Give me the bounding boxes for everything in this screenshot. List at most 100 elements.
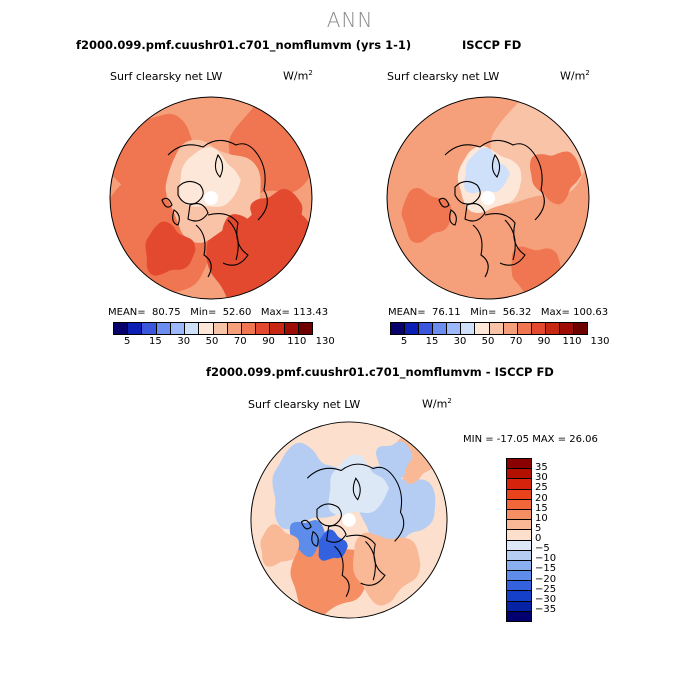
plot1-stats: MEAN= 80.75 Min= 52.60 Max= 113.43 — [108, 307, 328, 318]
coastline — [306, 463, 396, 479]
colorbar-tick-label: 90 — [537, 336, 551, 347]
colorbar-swatch — [475, 323, 490, 334]
colorbar-swatch — [199, 323, 214, 334]
map-border — [250, 421, 448, 619]
colorbar-swatch — [507, 459, 531, 470]
colorbar-tick-label: 25 — [535, 482, 548, 494]
coastline — [161, 197, 173, 208]
colorbar-swatch — [419, 323, 434, 334]
colorbar-swatch — [517, 323, 532, 334]
colorbar-tick-label: 70 — [509, 336, 523, 347]
colorbar-tick-label: 30 — [177, 336, 191, 347]
contour-region — [328, 454, 389, 516]
contour-region — [179, 147, 241, 207]
colorbar-swatch — [227, 323, 242, 334]
colorbar-tick-label: 30 — [453, 336, 467, 347]
plot2-variable: Surf clearsky net LW — [387, 70, 500, 83]
colorbar-swatch — [270, 323, 285, 334]
colorbar-swatch — [531, 323, 546, 334]
plot3-title: f2000.099.pmf.cuushr01.c701_nomflumvm - … — [206, 365, 554, 379]
map-field — [250, 421, 448, 619]
colorbar-swatch — [433, 323, 448, 334]
colorbar-swatch — [284, 323, 299, 334]
coastline — [311, 530, 319, 547]
colorbar-swatch — [507, 611, 531, 621]
coastline — [449, 209, 457, 226]
plot1-title: f2000.099.pmf.cuushr01.c701_nomflumvm (y… — [76, 38, 412, 52]
plot1-variable: Surf clearsky net LW — [110, 70, 223, 83]
map-field — [110, 97, 312, 299]
contour-region — [511, 246, 562, 299]
plot1-max-label: Max= — [260, 307, 290, 318]
plot2-polar-map — [386, 96, 590, 300]
colorbar-tick-label: 110 — [287, 336, 307, 347]
colorbar-tick-label: 15 — [149, 336, 162, 347]
colorbar-swatch — [507, 571, 531, 582]
colorbar-tick-label: 50 — [481, 336, 495, 347]
coastline — [438, 197, 450, 208]
contour-region — [145, 221, 196, 276]
plot3-colorbar-ticks: 35 30 25 20 15 10 5 0 −5 −10 −15 −20 −25 −30 −35 — [535, 458, 575, 620]
colorbar-tick-label: 130 — [590, 336, 610, 347]
colorbar-swatch — [185, 323, 200, 334]
colorbar-swatch — [507, 479, 531, 490]
plot2-units: W/m2 — [560, 69, 590, 83]
contour-region — [260, 524, 300, 567]
plot2-mean-label: MEAN= — [388, 307, 426, 318]
colorbar-swatch — [507, 560, 531, 572]
contour-region — [375, 441, 413, 479]
plot1-mean: 80.75 — [152, 307, 181, 318]
plot2-max: 100.63 — [573, 307, 609, 318]
coastline — [300, 519, 312, 530]
colorbar-tick-label: −15 — [535, 563, 557, 575]
colorbar-swatch — [507, 581, 531, 592]
plot2-min: 56.32 — [502, 307, 532, 318]
colorbar-tick-label: 5 — [535, 522, 542, 534]
colorbar-swatch — [489, 323, 504, 334]
contour-region — [352, 532, 421, 606]
plot1-min-label: Min= — [190, 307, 217, 318]
coastline — [464, 203, 486, 222]
colorbar-swatch — [507, 540, 531, 551]
pole-hole — [204, 191, 218, 205]
coastline — [195, 224, 212, 278]
colorbar-swatch — [574, 323, 588, 334]
colorbar-tick-label: 20 — [535, 492, 548, 504]
colorbar-swatch — [507, 520, 531, 531]
colorbar-tick-label: 70 — [233, 336, 247, 347]
contour-region — [464, 147, 511, 194]
plot1-colorbar — [113, 322, 313, 335]
pole-hole — [481, 191, 495, 205]
coastline — [444, 139, 536, 156]
contour-region — [289, 520, 326, 558]
colorbar-swatch — [128, 323, 143, 334]
colorbar-tick-label: 50 — [205, 336, 219, 347]
colorbar-swatch — [391, 323, 406, 334]
coastline — [316, 503, 342, 527]
plot2-mean: 76.11 — [432, 307, 461, 318]
plot2-stats: MEAN= 76.11 Min= 56.32 Max= 100.63 — [388, 307, 608, 318]
colorbar-swatch — [503, 323, 518, 334]
colorbar-tick-label: 10 — [535, 512, 548, 524]
coastline — [177, 180, 204, 205]
contour-region — [529, 151, 582, 205]
plot2-min-label: Min= — [470, 307, 497, 318]
plot2-title: ISCCP FD — [462, 38, 522, 52]
coastline — [334, 545, 350, 597]
plot1-polar-map — [109, 96, 313, 300]
colorbar-swatch — [507, 530, 531, 541]
coastline — [326, 524, 347, 543]
plot1-min: 52.60 — [222, 307, 252, 318]
colorbar-tick-label: 110 — [562, 336, 582, 347]
colorbar-swatch — [170, 323, 186, 334]
colorbar-tick-label: −30 — [535, 593, 557, 605]
colorbar-swatch — [559, 323, 575, 334]
colorbar-swatch — [507, 601, 531, 612]
coastline — [454, 180, 481, 205]
colorbar-tick-label: −35 — [535, 603, 557, 615]
colorbar-tick-label: 0 — [535, 533, 542, 544]
colorbar-tick-label: −5 — [535, 543, 550, 555]
plot3-minmax: MIN = -17.05 MAX = 26.06 — [463, 434, 598, 445]
figure-title: ANN — [326, 8, 374, 32]
colorbar-swatch — [405, 323, 420, 334]
